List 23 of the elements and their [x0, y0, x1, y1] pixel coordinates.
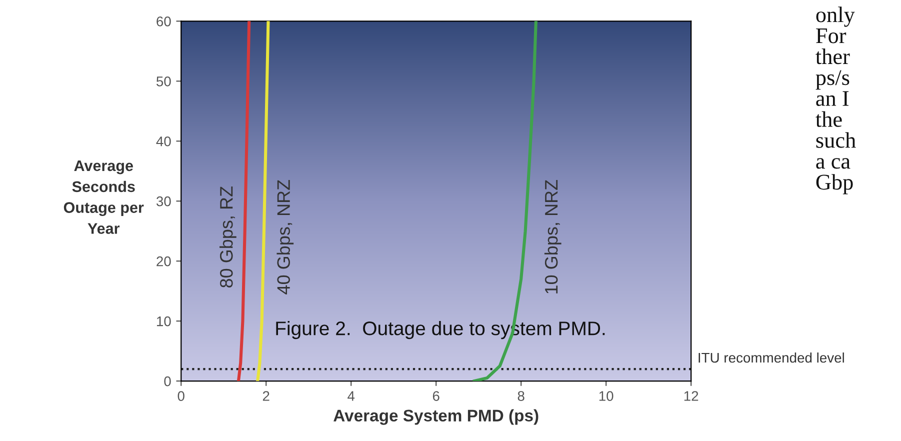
- x-tick-label: 4: [348, 391, 355, 401]
- y-tick-label: 40: [156, 136, 171, 146]
- line-series: [256, 21, 270, 382]
- text: only For ther ps/s an I the such a ca Gbp: [816, 6, 856, 194]
- y-axis-title: Average Seconds Outage per Year: [64, 160, 144, 234]
- y-tick-label: 10: [156, 316, 171, 326]
- text: 40 Gbps, NRZ: [276, 180, 294, 294]
- ref-line-label: ITU recommended level: [698, 352, 844, 363]
- x-tick-label: 10: [599, 391, 614, 401]
- x-tick-label: 8: [518, 391, 524, 401]
- text: 10 Gbps, NRZ: [544, 180, 562, 294]
- y-tick-label: 20: [156, 256, 171, 266]
- x-tick-label: 12: [684, 391, 698, 401]
- x-tick-label: 0: [178, 391, 184, 401]
- x-tick-label: 6: [432, 391, 440, 401]
- y-tick-label: 50: [156, 76, 171, 86]
- line-series: [236, 21, 251, 382]
- y-tick-label: 30: [156, 196, 171, 206]
- y-tick-label: 60: [156, 16, 171, 26]
- x-tick-label: 2: [262, 391, 270, 401]
- text: 80 Gbps, RZ: [220, 186, 236, 288]
- x-axis-title: Average System PMD (ps): [334, 409, 538, 425]
- y-tick-label: 0: [164, 376, 171, 386]
